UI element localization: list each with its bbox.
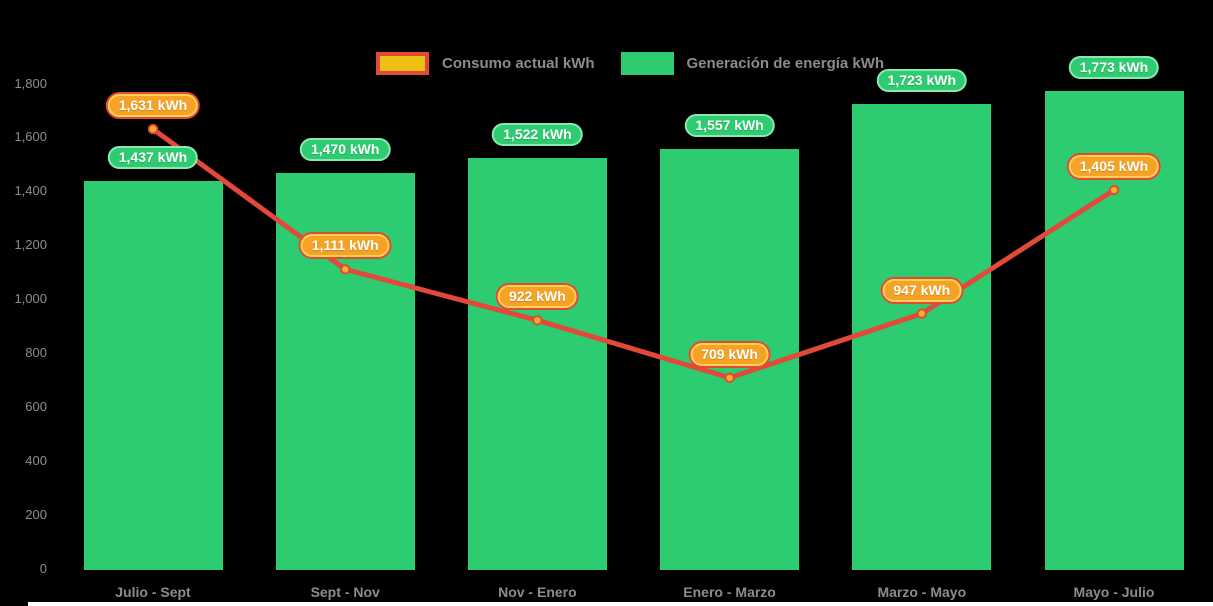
consumption-line — [150, 126, 1117, 381]
generation-value-label[interactable]: 1,557 kWh — [684, 114, 775, 138]
consumption-point[interactable] — [147, 123, 159, 135]
y-axis-tick-mark — [81, 136, 86, 140]
consumption-point[interactable] — [724, 372, 735, 383]
bottom-scroll-strip — [28, 602, 1213, 606]
consumption-value-label[interactable]: 947 kWh — [882, 278, 962, 302]
consumption-point[interactable] — [1108, 184, 1120, 196]
y-axis-tick-label: 800 — [25, 345, 47, 361]
x-axis-category-label: Marzo - Mayo — [877, 584, 967, 600]
consumption-value-label[interactable]: 1,111 kWh — [300, 234, 390, 258]
consumption-point[interactable] — [916, 308, 927, 319]
y-axis-tick-label: 1,200 — [14, 237, 47, 253]
consumption-value-label[interactable]: 1,631 kWh — [107, 94, 199, 118]
legend-item-generacion[interactable]: Generación de energía kWh — [620, 52, 885, 75]
consumption-point[interactable] — [340, 264, 351, 275]
generation-bar[interactable] — [467, 158, 607, 571]
consumption-value-label[interactable]: 709 kWh — [690, 342, 769, 366]
consumption-point[interactable] — [532, 315, 543, 326]
generation-bar[interactable] — [83, 181, 223, 571]
y-axis-tick-label: 1,600 — [14, 129, 47, 145]
y-axis-tick-label: 600 — [25, 399, 47, 415]
x-axis-category-label: Julio - Sept — [115, 584, 191, 600]
x-axis-category-label: Sept - Nov — [310, 584, 380, 600]
y-axis-tick-label: 400 — [25, 453, 47, 469]
y-axis-tick-label: 1,400 — [14, 183, 47, 199]
legend-label: Consumo actual kWh — [442, 55, 595, 72]
generation-value-label[interactable]: 1,437 kWh — [107, 146, 199, 170]
consumption-value-label[interactable]: 922 kWh — [497, 285, 577, 309]
x-axis-category-label: Mayo - Julio — [1073, 584, 1155, 600]
generation-value-label[interactable]: 1,522 kWh — [492, 123, 583, 147]
legend-swatch-icon — [620, 52, 674, 75]
consumption-value-label[interactable]: 1,405 kWh — [1068, 155, 1160, 179]
x-axis-category-label: Enero - Marzo — [683, 584, 776, 600]
legend-swatch-icon — [376, 52, 429, 75]
legend-label: Generación de energía kWh — [686, 55, 885, 72]
generation-value-label[interactable]: 1,723 kWh — [876, 69, 968, 93]
legend-item-consumo[interactable]: Consumo actual kWh — [376, 52, 595, 75]
chart-legend: Consumo actual kWh Generación de energía … — [376, 52, 910, 75]
y-axis-tick-label: 0 — [39, 561, 47, 576]
y-axis-tick-label: 200 — [25, 507, 47, 523]
y-axis-tick-label: 1,000 — [14, 291, 47, 307]
y-axis-tick-label: 1,800 — [14, 75, 47, 91]
x-axis-category-label: Nov - Enero — [498, 584, 577, 600]
generation-value-label[interactable]: 1,773 kWh — [1068, 55, 1160, 79]
generation-value-label[interactable]: 1,470 kWh — [299, 137, 391, 161]
generation-bar[interactable] — [852, 104, 992, 571]
y-axis-tick-mark — [81, 82, 86, 86]
